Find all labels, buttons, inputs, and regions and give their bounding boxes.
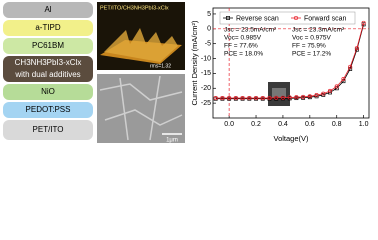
point <box>267 96 272 101</box>
y-axis-title: Current Density (mA/cm²) <box>190 20 199 106</box>
layer-label: NiO <box>41 87 55 96</box>
annotation: FF = 75.9% <box>292 43 326 50</box>
y-tick-label: -5 <box>205 41 211 48</box>
layer <box>3 20 93 36</box>
point <box>274 95 279 100</box>
x-tick-label: 0.8 <box>332 121 342 128</box>
point <box>354 46 359 51</box>
point <box>361 22 366 27</box>
layer <box>3 120 93 140</box>
legend-marker <box>293 15 299 21</box>
scale-label: 1μm <box>166 138 178 144</box>
x-tick-label: 0.6 <box>305 121 315 128</box>
annotation: Voc= 0.985V <box>224 35 262 42</box>
layer <box>3 38 93 54</box>
point <box>334 84 339 89</box>
annotation: PCE = 18.0% <box>224 51 263 58</box>
point <box>361 20 366 25</box>
point <box>348 64 353 69</box>
point <box>301 94 306 99</box>
y-tick-label: -15 <box>201 70 211 77</box>
y-tick-label: -25 <box>201 100 211 107</box>
point <box>227 96 232 101</box>
legend-label: Forward scan <box>304 15 347 22</box>
y-tick-label: 0 <box>207 26 211 33</box>
y-tick-label: -20 <box>201 85 211 92</box>
plot-frame <box>212 7 370 119</box>
point <box>253 96 259 101</box>
point <box>287 95 292 100</box>
layer <box>3 2 93 18</box>
afm-surface <box>104 28 178 62</box>
layer-label: CH3NH3PbI3-xClx <box>15 58 82 67</box>
afm-title: PET/ITO/CH3NH3PbI3-xClx <box>100 5 169 11</box>
layer <box>3 102 93 118</box>
point <box>341 77 346 82</box>
x-tick-label: 1.0 <box>359 121 369 128</box>
sem-image <box>97 74 185 143</box>
layer <box>3 56 93 82</box>
layer-stack: Al a-TIPD PC61BM CH3NH3PbI3-xClx with du… <box>3 2 93 140</box>
point <box>307 94 312 99</box>
legend-marker <box>226 16 230 20</box>
layer-label: PET/ITO <box>33 125 64 134</box>
y-tick-label: -10 <box>201 55 211 62</box>
point <box>327 88 333 93</box>
annotation: Jsc = 23.5mA/cm² <box>224 27 277 34</box>
annotation: FF = 77.6% <box>224 43 258 50</box>
annotation: Jsc = 23.3mA/cm² <box>292 27 345 34</box>
annotation: PCE = 17.2% <box>292 51 331 58</box>
layer-label: PC61BM <box>32 41 64 50</box>
y-tick-label: 5 <box>207 11 211 18</box>
point <box>247 96 252 101</box>
layer <box>3 84 93 100</box>
point <box>294 95 299 100</box>
device-photo <box>272 88 286 98</box>
annotation: Voc = 0.975V <box>292 35 332 42</box>
series-line <box>215 24 365 100</box>
layer-label: Al <box>44 5 51 14</box>
series-line <box>215 22 365 99</box>
point <box>220 96 225 101</box>
figure: Al a-TIPD PC61BM CH3NH3PbI3-xClx with du… <box>3 2 370 144</box>
point <box>213 96 218 101</box>
layer-label: PEDOT:PSS <box>26 105 71 114</box>
point <box>280 95 285 100</box>
x-tick-label: 0.0 <box>224 121 234 128</box>
layer-label: with dual additives <box>14 70 80 79</box>
point <box>260 96 265 101</box>
legend-label: Reverse scan <box>236 15 279 22</box>
point <box>321 91 326 96</box>
point <box>233 96 238 101</box>
point <box>240 96 245 101</box>
layer-label: a-TIPD <box>35 23 61 32</box>
x-axis-title: Voltage(V) <box>273 134 309 143</box>
legend-box <box>219 11 356 25</box>
afm-rms: rms=1.32 <box>150 63 171 69</box>
sem-grain <box>99 75 183 141</box>
point <box>314 93 319 98</box>
x-tick-label: 0.2 <box>251 121 261 128</box>
x-tick-label: 0.4 <box>278 121 288 128</box>
